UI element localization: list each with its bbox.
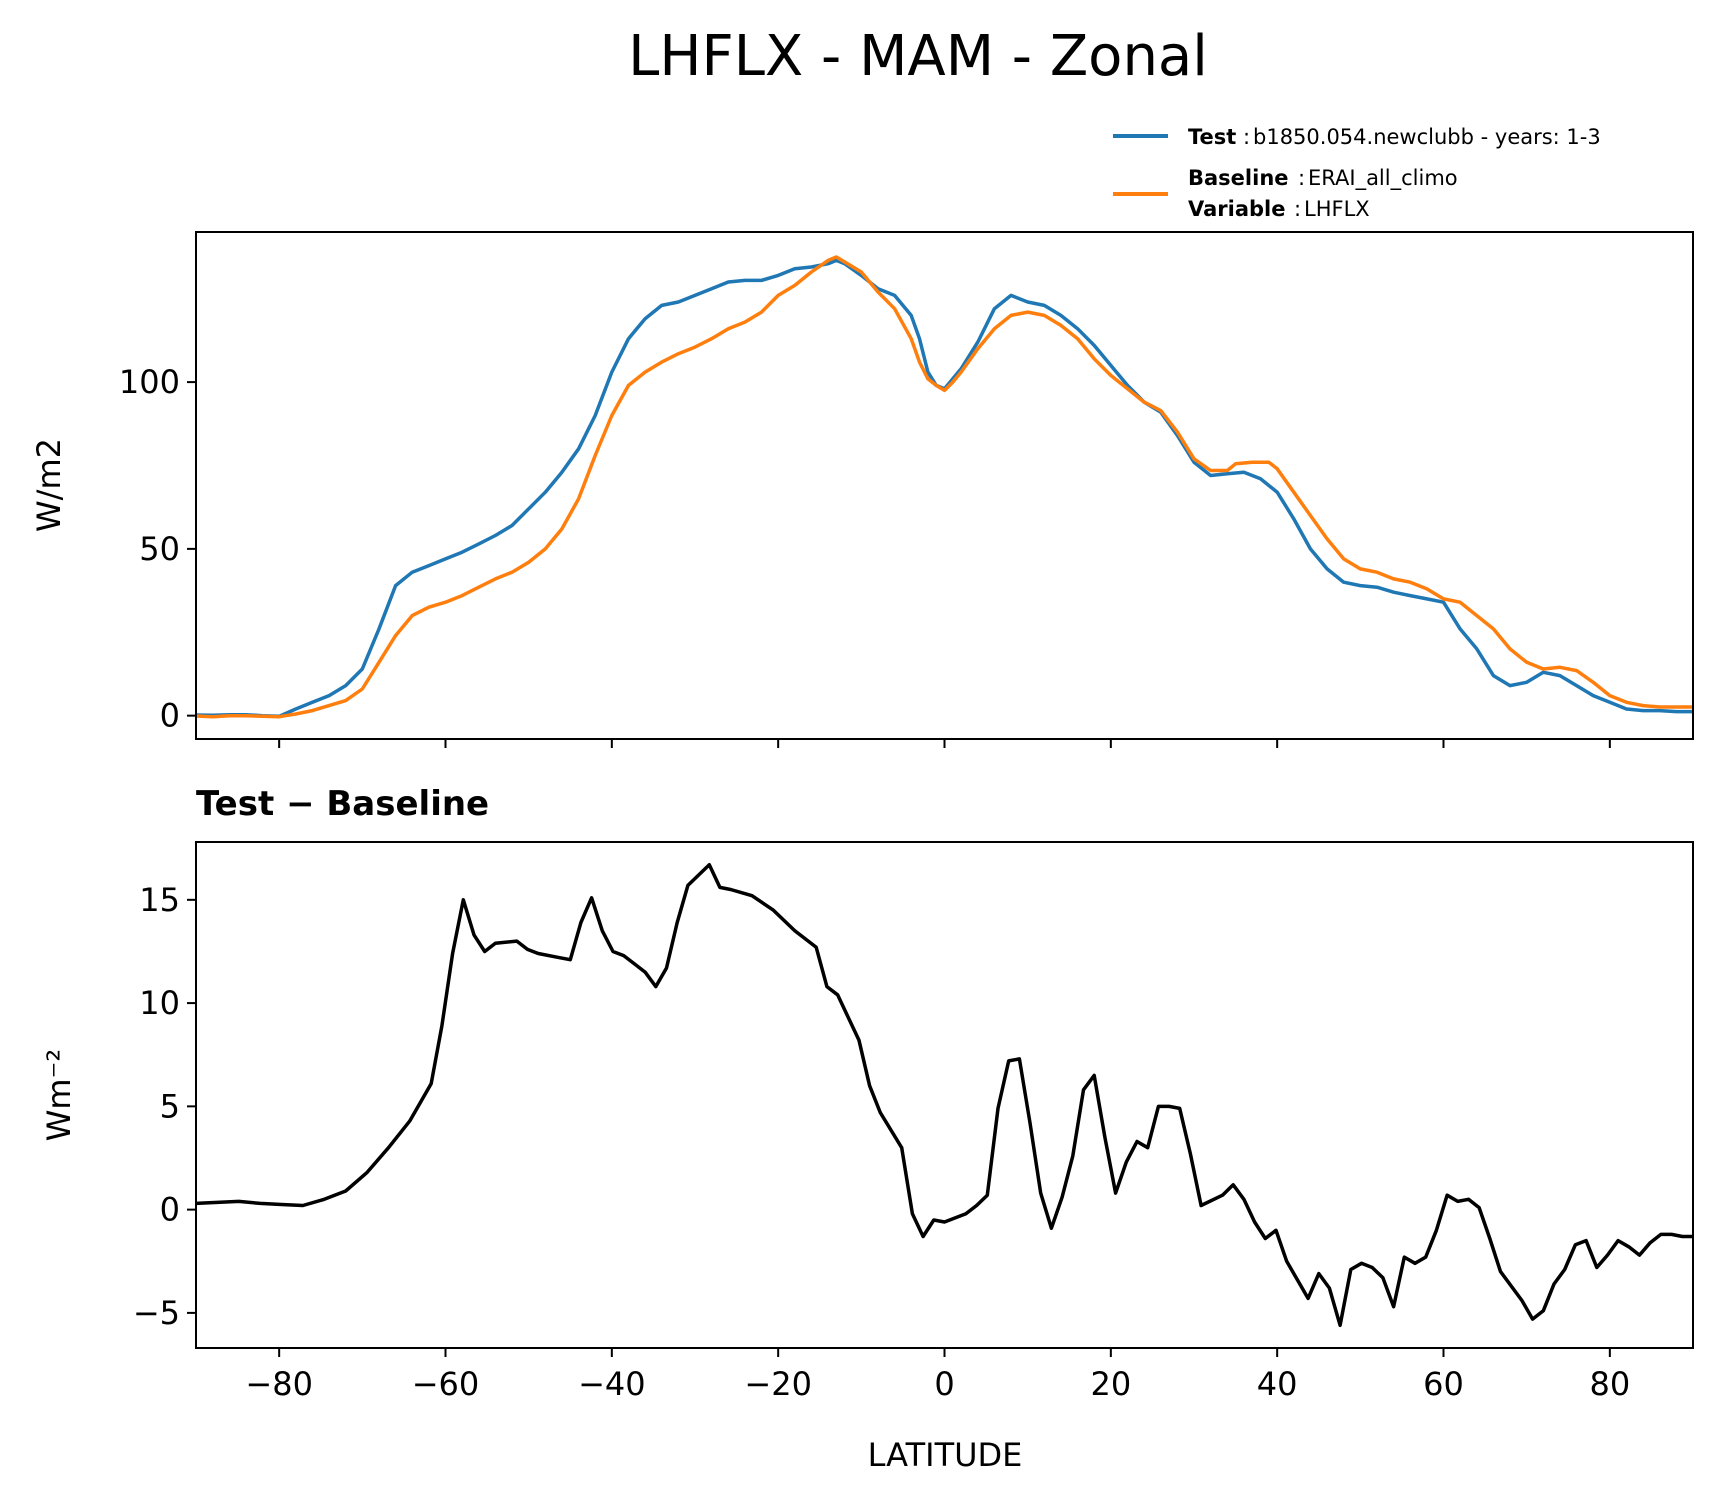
legend-key-variable: Variable [1188,197,1285,221]
bottom-xtick-label: 20 [1090,1365,1131,1403]
bottom-xtick-label: −80 [245,1365,313,1403]
top-series-baseline [195,255,1693,719]
legend: Test : b1850.054.newclubb - years: 1-3 B… [1113,125,1601,221]
legend-sep-test: : [1243,125,1250,149]
bottom-axis-ticks: −5 0 5 10 15 −80 −60 −40 −20 0 20 40 60 80 [133,881,1630,1403]
bottom-ytick-label: 15 [139,881,180,919]
legend-sep-variable: : [1294,197,1301,221]
bottom-x-axis-label: LATITUDE [868,1436,1023,1474]
legend-sep-baseline: : [1298,166,1305,190]
bottom-ytick-label: 10 [139,984,180,1022]
bottom-panel: Test − Baseline −5 0 5 10 15 −80 −60 −40 −20 0 20 4… [40,784,1694,1474]
top-axes-frame [195,231,1694,740]
top-series-test [195,258,1693,719]
bottom-panel-title: Test − Baseline [196,784,489,824]
bottom-xtick-label: −40 [578,1365,646,1403]
top-ytick-label: 0 [160,697,180,735]
bottom-series-difference [195,862,1693,1328]
legend-key-test: Test [1188,125,1236,149]
top-axis-ticks: 0 50 100 [119,363,1611,748]
top-ytick-label: 50 [139,530,180,568]
bottom-ytick-label: 0 [160,1191,180,1229]
legend-value-variable: LHFLX [1304,197,1370,221]
bottom-ytick-label: 5 [160,1087,180,1125]
bottom-xtick-label: −20 [744,1365,812,1403]
bottom-xtick-label: 0 [934,1365,954,1403]
bottom-ytick-label: −5 [133,1294,180,1332]
bottom-xtick-label: 40 [1257,1365,1298,1403]
bottom-xtick-label: 80 [1589,1365,1630,1403]
figure-title: LHFLX - MAM - Zonal [628,24,1208,89]
legend-value-test: b1850.054.newclubb - years: 1-3 [1253,125,1601,149]
bottom-axes-frame [195,841,1694,1349]
bottom-xtick-label: 60 [1423,1365,1464,1403]
bottom-xtick-label: −60 [412,1365,480,1403]
legend-value-baseline: ERAI_all_climo [1308,166,1458,191]
top-plot-lines [195,255,1693,719]
top-panel: 0 50 100 W/m2 [30,231,1694,748]
top-y-axis-label: W/m2 [30,438,68,532]
bottom-y-axis-label: Wm⁻² [40,1049,78,1142]
legend-key-baseline: Baseline [1188,166,1289,190]
bottom-plot-lines [195,862,1693,1328]
top-ytick-label: 100 [119,363,180,401]
